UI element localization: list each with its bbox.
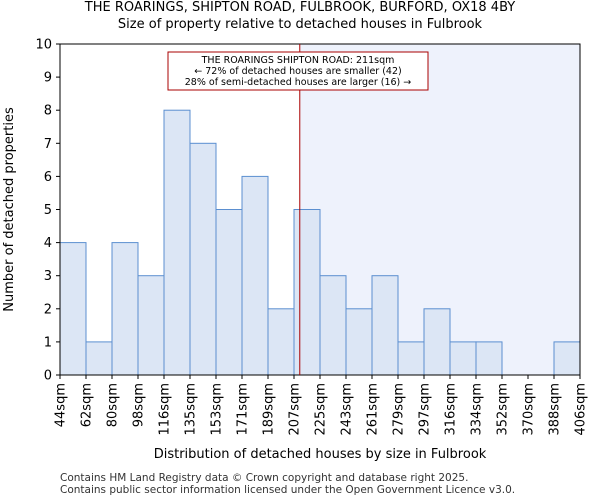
x-tick-label: 62sqm — [80, 383, 95, 427]
x-tick-label: 388sqm — [548, 383, 563, 436]
y-tick-label: 2 — [44, 302, 52, 317]
bar-135sqm — [189, 142, 217, 376]
x-axis-label: Distribution of detached houses by size … — [154, 447, 487, 462]
bar-116sqm — [163, 109, 191, 376]
x-tick-label: 189sqm — [262, 383, 277, 436]
y-tick-label: 9 — [44, 71, 52, 86]
x-tick-label: 135sqm — [184, 383, 199, 436]
y-tick-label: 5 — [44, 203, 52, 218]
bar-261sqm — [371, 275, 399, 376]
bar-171sqm — [241, 175, 269, 376]
bar-98sqm — [137, 275, 165, 376]
bar-80sqm — [111, 242, 139, 376]
x-tick-label: 334sqm — [470, 383, 485, 436]
annotation-line-2: ← 72% of detached houses are smaller (42… — [194, 66, 401, 77]
x-tick-label: 80sqm — [106, 383, 121, 427]
x-tick-label: 316sqm — [444, 383, 459, 436]
y-tick-label: 3 — [44, 269, 52, 284]
annotation-line-3: 28% of semi-detached houses are larger (… — [185, 77, 412, 88]
x-tick-label: 352sqm — [496, 383, 511, 436]
annotation-box — [167, 51, 429, 91]
y-tick-label: 7 — [44, 137, 52, 152]
x-tick-label: 406sqm — [574, 383, 589, 436]
x-tick-label: 153sqm — [210, 383, 225, 436]
x-tick-label: 225sqm — [314, 383, 329, 436]
x-tick-label: 98sqm — [132, 383, 147, 427]
x-tick-label: 370sqm — [522, 383, 537, 436]
bar-189sqm — [267, 308, 295, 376]
bar-44sqm — [59, 242, 87, 376]
bar-207sqm — [293, 209, 321, 376]
footer-line-2: Contains public sector information licen… — [60, 484, 516, 496]
bar-334sqm — [475, 341, 503, 376]
y-axis-label: Number of detached properties — [2, 107, 17, 312]
x-tick-label: 243sqm — [340, 383, 355, 436]
y-tick-label: 6 — [44, 170, 52, 185]
x-tick-label: 297sqm — [418, 383, 433, 436]
bar-62sqm — [85, 341, 113, 376]
x-tick-label: 44sqm — [54, 383, 69, 427]
chart-subtitle: Size of property relative to detached ho… — [117, 17, 483, 32]
y-tick-label: 0 — [44, 369, 52, 384]
bar-243sqm — [345, 308, 373, 376]
chart-title: THE ROARINGS, SHIPTON ROAD, FULBROOK, BU… — [84, 0, 516, 15]
x-tick-label: 261sqm — [366, 383, 381, 436]
footer-line-1: Contains HM Land Registry data © Crown c… — [60, 472, 469, 484]
bar-316sqm — [449, 341, 477, 376]
x-tick-label: 171sqm — [236, 383, 251, 436]
x-tick-label: 116sqm — [158, 383, 173, 436]
bar-297sqm — [423, 308, 451, 376]
x-tick-label: 279sqm — [392, 383, 407, 436]
annotation-line-1: THE ROARINGS SHIPTON ROAD: 211sqm — [201, 55, 395, 66]
x-tick-label: 207sqm — [288, 383, 303, 436]
bar-225sqm — [319, 275, 347, 376]
bar-279sqm — [397, 341, 425, 376]
bar-153sqm — [215, 209, 243, 376]
y-tick-label: 10 — [35, 38, 52, 53]
y-tick-label: 4 — [44, 236, 52, 251]
y-tick-label: 8 — [44, 104, 52, 119]
bar-388sqm — [553, 341, 581, 376]
y-tick-label: 1 — [44, 335, 52, 350]
